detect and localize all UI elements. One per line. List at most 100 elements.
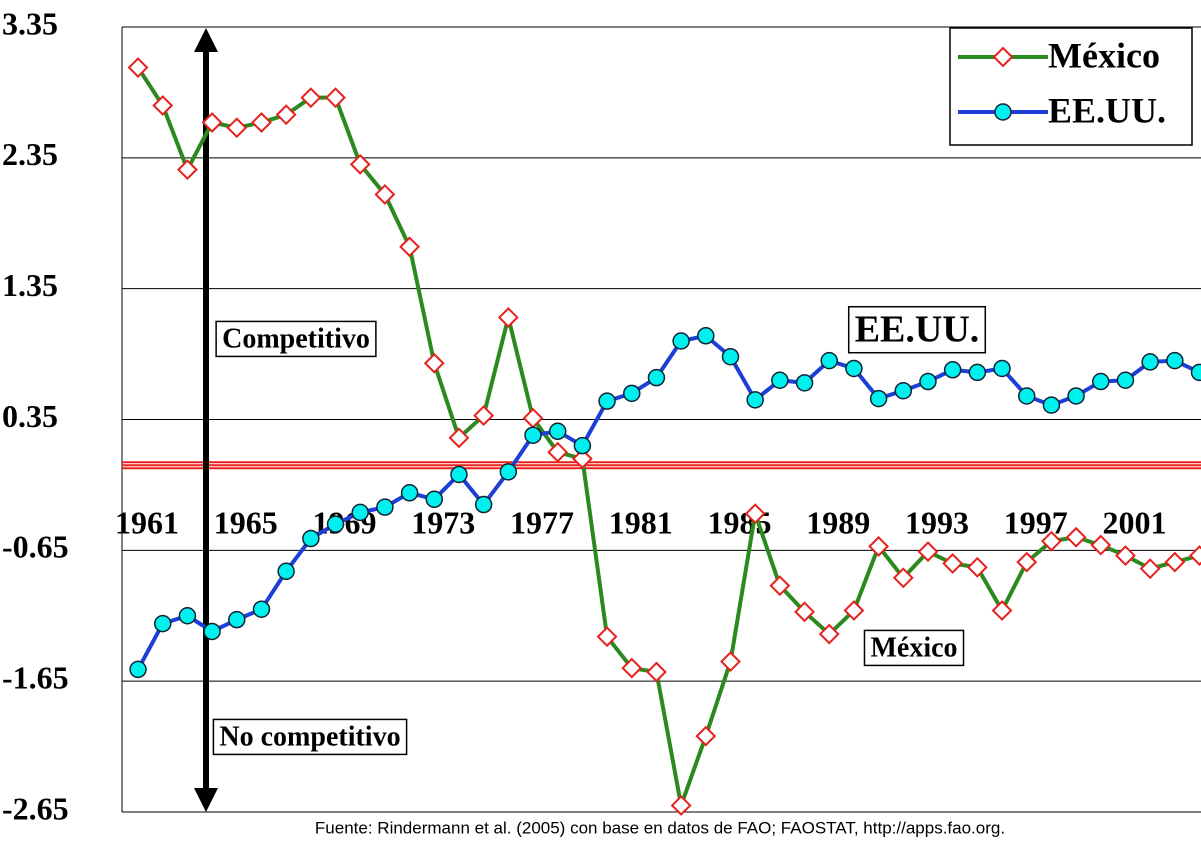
marker: [721, 347, 740, 366]
marker: [277, 562, 295, 581]
marker: [425, 490, 444, 509]
marker: [349, 153, 371, 175]
y-tick-label: -1.65: [2, 660, 69, 696]
annotation-text: Competitivo: [222, 323, 370, 354]
marker: [621, 657, 643, 679]
marker: [497, 307, 519, 328]
annotation: No competitivo: [212, 718, 408, 756]
marker: [499, 463, 518, 481]
marker: [672, 332, 690, 350]
x-tick-label: 1961: [115, 504, 179, 540]
marker: [746, 391, 764, 409]
marker: [868, 535, 890, 557]
marker: [548, 422, 567, 441]
marker: [127, 57, 149, 78]
x-tick-label: 2001: [1102, 504, 1166, 540]
annotation-box: [212, 718, 408, 756]
annotation-box: [847, 305, 987, 354]
marker: [228, 610, 246, 629]
source-note: Fuente: Rindermann et al. (2005) con bas…: [315, 818, 1005, 837]
legend-label: EE.UU.: [1048, 90, 1166, 130]
marker: [1190, 363, 1201, 382]
marker: [571, 448, 593, 470]
marker: [1092, 372, 1110, 391]
marker: [1139, 558, 1161, 580]
y-tick-label: 2.35: [2, 136, 58, 172]
marker: [919, 372, 937, 391]
marker: [670, 795, 692, 816]
marker: [1115, 545, 1136, 566]
x-tick-label: 1997: [1004, 504, 1068, 540]
legend-label: México: [1048, 35, 1160, 75]
legend-marker: [994, 103, 1012, 121]
marker: [203, 622, 221, 641]
marker: [966, 556, 988, 578]
y-tick-label: -2.65: [2, 790, 69, 826]
annotation: EE.UU.: [847, 305, 987, 354]
marker: [400, 484, 419, 502]
marker: [598, 392, 616, 410]
x-tick-label: 1965: [214, 504, 278, 540]
marker: [448, 427, 470, 449]
marker: [818, 623, 840, 645]
marker: [547, 441, 569, 463]
annotation-text: EE.UU.: [855, 309, 980, 351]
marker: [695, 725, 717, 747]
marker: [374, 184, 396, 205]
marker: [1189, 545, 1201, 566]
marker: [769, 575, 791, 597]
x-tick-label: 1989: [806, 504, 870, 540]
marker: [1067, 387, 1085, 405]
marker: [1040, 530, 1062, 552]
marker: [1166, 351, 1184, 370]
marker: [845, 359, 863, 378]
marker: [474, 495, 493, 514]
marker: [596, 626, 618, 648]
x-tick-label: 1977: [510, 504, 574, 540]
annotation-text: No competitivo: [219, 721, 400, 752]
marker: [573, 436, 592, 455]
marker: [795, 374, 814, 392]
marker: [300, 87, 322, 109]
y-tick-label: -0.65: [2, 529, 69, 565]
x-tick-label: 1981: [609, 504, 673, 540]
legend-marker: [992, 46, 1014, 68]
marker: [647, 368, 666, 387]
marker: [869, 389, 888, 408]
legend-box: [949, 27, 1193, 146]
marker: [178, 607, 197, 625]
marker: [1090, 534, 1112, 556]
marker: [820, 351, 838, 370]
marker: [326, 515, 345, 533]
series-line: [136, 66, 1201, 814]
y-tick-label: 3.35: [2, 5, 58, 41]
annotation-box: [863, 629, 965, 667]
marker: [646, 661, 667, 683]
marker: [744, 503, 766, 525]
marker: [376, 498, 394, 516]
y-tick-label: 0.35: [2, 398, 58, 434]
marker: [942, 553, 964, 574]
marker: [152, 95, 174, 116]
marker: [201, 112, 223, 133]
legend: México EE.UU.: [949, 27, 1193, 146]
marker: [351, 503, 369, 522]
marker: [252, 600, 271, 618]
marker: [1164, 551, 1186, 573]
marker: [423, 352, 445, 374]
marker: [325, 87, 346, 109]
marker: [1065, 526, 1087, 548]
marker: [1016, 551, 1038, 573]
marker: [991, 600, 1013, 621]
marker: [275, 104, 297, 126]
marker: [843, 600, 865, 621]
marker: [226, 117, 248, 139]
marker: [251, 112, 272, 133]
annotation-box: [215, 320, 377, 358]
x-tick-label: 1993: [905, 504, 969, 540]
y-tick-label: 1.35: [2, 267, 58, 303]
x-tick-label: 1973: [411, 504, 475, 540]
marker: [993, 359, 1011, 378]
marker: [892, 567, 914, 589]
marker: [943, 361, 962, 379]
